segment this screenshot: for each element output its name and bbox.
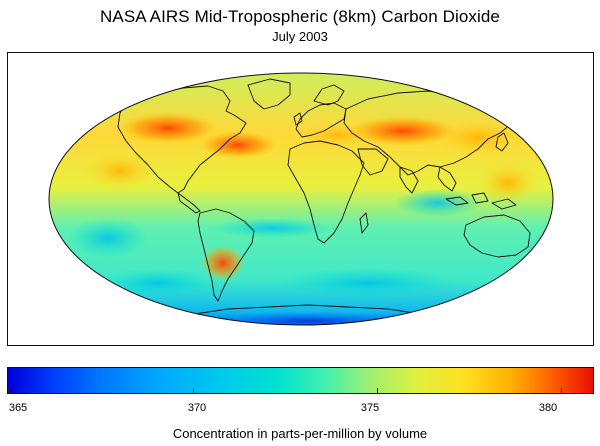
colorbar-tick [561, 388, 562, 393]
map-subtitle: July 2003 [272, 29, 328, 44]
map-frame [7, 52, 594, 346]
colorbar-tick-label: 375 [360, 402, 380, 414]
colorbar-label: Concentration in parts-per-million by vo… [172, 426, 428, 441]
co2-field [49, 73, 553, 325]
colorbar [7, 367, 594, 394]
map-title: NASA AIRS Mid-Tropospheric (8km) Carbon … [100, 7, 500, 26]
colorbar-tick [377, 388, 378, 393]
world-map [48, 72, 554, 326]
colorbar-tick-label: 380 [538, 402, 558, 414]
colorbar-tick-label: 365 [8, 402, 28, 414]
colorbar-tick [193, 388, 194, 393]
globe-outline [48, 72, 554, 326]
colorbar-tick-label: 370 [187, 402, 207, 414]
colorbar-tick [8, 388, 9, 393]
